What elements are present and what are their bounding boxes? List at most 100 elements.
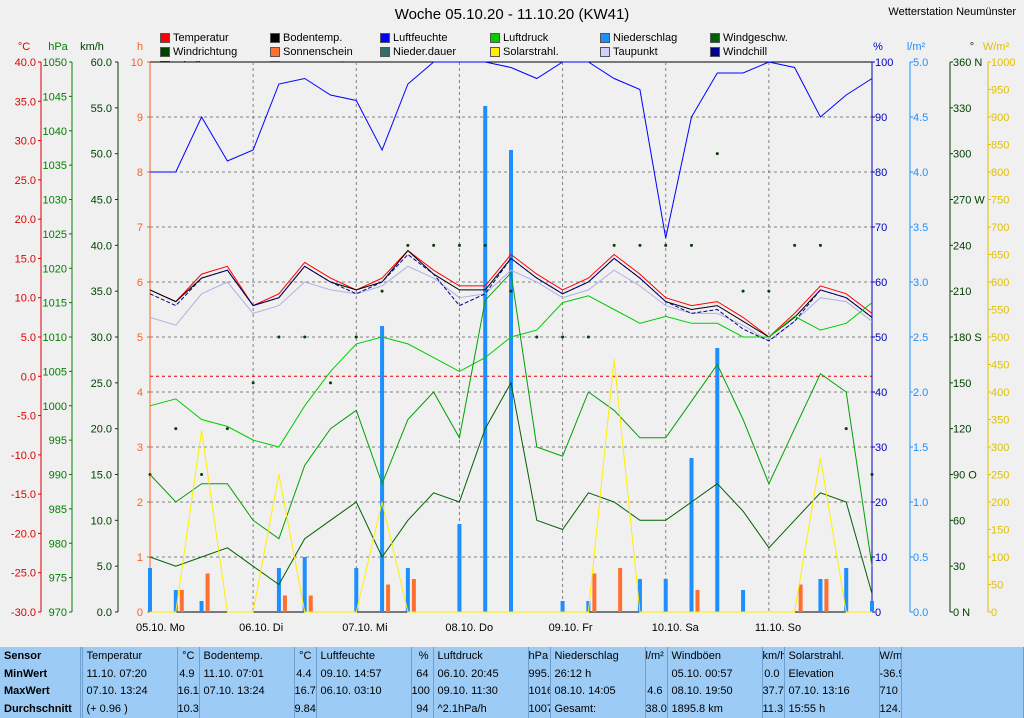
stats-cell: 11.10. 07:20: [82, 664, 178, 683]
rain-axis-label: 0.5: [913, 552, 928, 564]
stats-value: 16.7: [294, 682, 317, 701]
wind-axis-label: 35.0: [91, 286, 112, 298]
sun-axis-label: 1: [137, 552, 143, 564]
rain-axis-label: 1.5: [913, 442, 928, 454]
dir-axis-label: 150: [953, 378, 971, 390]
stats-cell: MinWert: [0, 664, 81, 683]
humidity-axis-label: 80: [875, 167, 887, 179]
wind-direction-point: [715, 152, 719, 156]
stats-value: l/m²: [645, 647, 668, 665]
pressure-axis-label: 1020: [43, 263, 67, 275]
pressure-axis-label: 1035: [43, 160, 67, 172]
solar-axis-label: 700: [991, 222, 1009, 234]
solar-axis-label: 500: [991, 332, 1009, 344]
humidity-axis-label: 10: [875, 552, 887, 564]
legend-item: Bodentemp.: [270, 31, 380, 44]
legend-item: Windgeschw.: [710, 31, 820, 44]
sun-axis-label: 8: [137, 167, 143, 179]
stats-cell: 06.10. 03:10: [316, 682, 412, 701]
stats-cell: Temperatur: [82, 647, 178, 665]
legend-label: Nieder.dauer: [393, 45, 456, 58]
day-label: 10.10. Sa: [652, 622, 700, 634]
wind-direction-point: [638, 243, 642, 247]
stats-value: 4.9: [177, 664, 200, 683]
legend-label: Windrichtung: [173, 45, 238, 58]
sunshine-bar: [824, 579, 829, 612]
stats-cell: 1895.8 km: [667, 700, 763, 718]
dir-axis-unit: °: [970, 41, 974, 53]
precipitation-bar: [509, 150, 513, 612]
statistics-table: Sensor Temperatur °C Bodentemp. °C Luftfeucht…: [0, 647, 1024, 718]
chart-title: Woche 05.10.20 - 11.10.20 (KW41): [394, 6, 630, 23]
wind-direction-point: [406, 243, 410, 247]
sun-axis-label: 4: [137, 387, 143, 399]
precipitation-bar: [148, 568, 152, 612]
legend-item: Windrichtung: [160, 45, 270, 58]
precipitation-bar: [844, 568, 849, 612]
temp-axis-label: 30.0: [15, 136, 36, 148]
wind-direction-point: [457, 243, 461, 247]
pressure-axis-label: 1050: [43, 57, 67, 69]
solar-axis-label: 250: [991, 470, 1009, 482]
stats-row: MinWert 11.10. 07:20 4.9 11.10. 07:01 4.4 09.…: [0, 664, 1024, 683]
stats-value: 64: [411, 664, 434, 683]
stats-cell: Luftfeuchte: [316, 647, 412, 665]
stats-spacer: [901, 647, 1024, 665]
precipitation-bar: [405, 568, 410, 612]
wind-direction-point: [483, 243, 487, 247]
pressure-axis-label: 980: [49, 538, 67, 550]
stats-value: °C: [177, 647, 200, 665]
day-label: 08.10. Do: [445, 622, 493, 634]
humidity-axis-label: 100: [875, 57, 893, 69]
stats-cell: ^2.1hPa/h: [433, 700, 529, 718]
stats-value: 38.0: [645, 700, 668, 718]
rain-axis-label: 1.0: [913, 497, 928, 509]
temp-axis-label: 5.0: [21, 332, 36, 344]
stats-value: hPa: [528, 647, 551, 665]
stats-value: 37.7: [762, 682, 785, 701]
precipitation-bar: [560, 601, 565, 612]
legend-label: Sonnenschein: [283, 45, 353, 58]
temp-axis-label: -15.0: [11, 489, 36, 501]
temp-axis-label: 10.0: [15, 293, 36, 305]
wind-direction-point: [509, 289, 513, 293]
legend-item: Niederschlag: [600, 31, 710, 44]
rain-axis-label: 2.5: [913, 332, 928, 344]
wind-direction-point: [818, 243, 822, 247]
legend-label: Windchill: [723, 45, 768, 58]
legend-label: Windgeschw.: [723, 31, 788, 44]
precipitation-bar: [870, 601, 874, 612]
day-label: 11.10. So: [755, 622, 801, 634]
pressure-axis-label: 1010: [43, 332, 67, 344]
legend-label: Luftfeuchte: [393, 31, 448, 44]
wind-direction-point: [793, 243, 797, 247]
stats-cell: 08.10. 14:05: [550, 682, 646, 701]
temp-axis-label: 25.0: [15, 175, 36, 187]
legend-item: Luftdruck: [490, 31, 600, 44]
stats-value: [80, 664, 83, 683]
humidity-axis-label: 50: [875, 332, 887, 344]
wind-axis-label: 45.0: [91, 195, 112, 207]
stats-cell: 09.10. 14:57: [316, 664, 412, 683]
solar-axis-label: 950: [991, 85, 1009, 97]
pressure-axis-label: 985: [49, 504, 67, 516]
stats-value: [80, 700, 83, 718]
solar-axis-label: 0: [991, 607, 997, 619]
stats-row: MaxWert 07.10. 13:24 16.1 07.10. 13:24 16.7 0…: [0, 682, 1024, 701]
legend-label: Bodentemp.: [283, 31, 343, 44]
solar-axis-label: 750: [991, 195, 1009, 207]
legend-label: Niederschlag: [613, 31, 678, 44]
dir-axis-label: 300: [953, 149, 971, 161]
stats-cell: 15:55 h: [784, 700, 880, 718]
wind-direction-point: [844, 427, 848, 431]
stats-value: 995.9: [528, 664, 551, 683]
rain-axis-label: 3.5: [913, 222, 928, 234]
temp-axis-label: -25.0: [11, 568, 36, 580]
wind-direction-point: [303, 335, 307, 339]
wind-direction-point: [225, 427, 229, 431]
wind-direction-point: [251, 381, 255, 385]
wind-axis-label: 55.0: [91, 103, 112, 115]
taupunktseries-line: [149, 265, 873, 342]
wind-direction-point: [586, 335, 590, 339]
stats-cell: 07.10. 13:24: [199, 682, 295, 701]
